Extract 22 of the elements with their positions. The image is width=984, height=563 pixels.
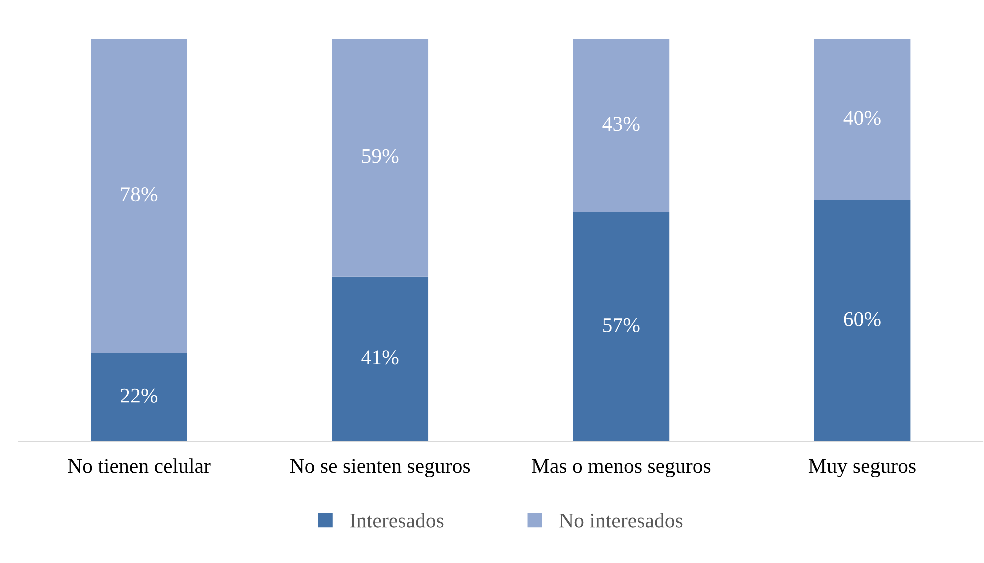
bar <box>573 39 670 213</box>
x-tick-label: No se sienten seguros <box>290 459 470 478</box>
legend-label: Interesados <box>350 513 444 528</box>
bar <box>814 39 911 200</box>
data-label: 78% <box>122 188 158 202</box>
legend-label: No interesados <box>560 513 683 528</box>
x-tick-label: Mas o menos seguros <box>532 459 711 478</box>
x-tick-label: Muy seguros <box>808 459 916 478</box>
data-label: 22% <box>121 388 158 403</box>
x-tick-label: No tienen celular <box>68 458 211 474</box>
data-label: 59% <box>362 149 399 164</box>
data-label: 41% <box>362 350 399 365</box>
data-label: 60% <box>844 312 881 326</box>
bar <box>332 39 429 277</box>
bar <box>814 200 911 442</box>
bar <box>91 39 188 354</box>
bar <box>332 276 429 442</box>
data-label: 43% <box>602 117 640 132</box>
bar <box>91 353 188 442</box>
data-label: 57% <box>604 318 640 333</box>
data-label: 40% <box>844 111 881 126</box>
bar <box>573 212 670 442</box>
